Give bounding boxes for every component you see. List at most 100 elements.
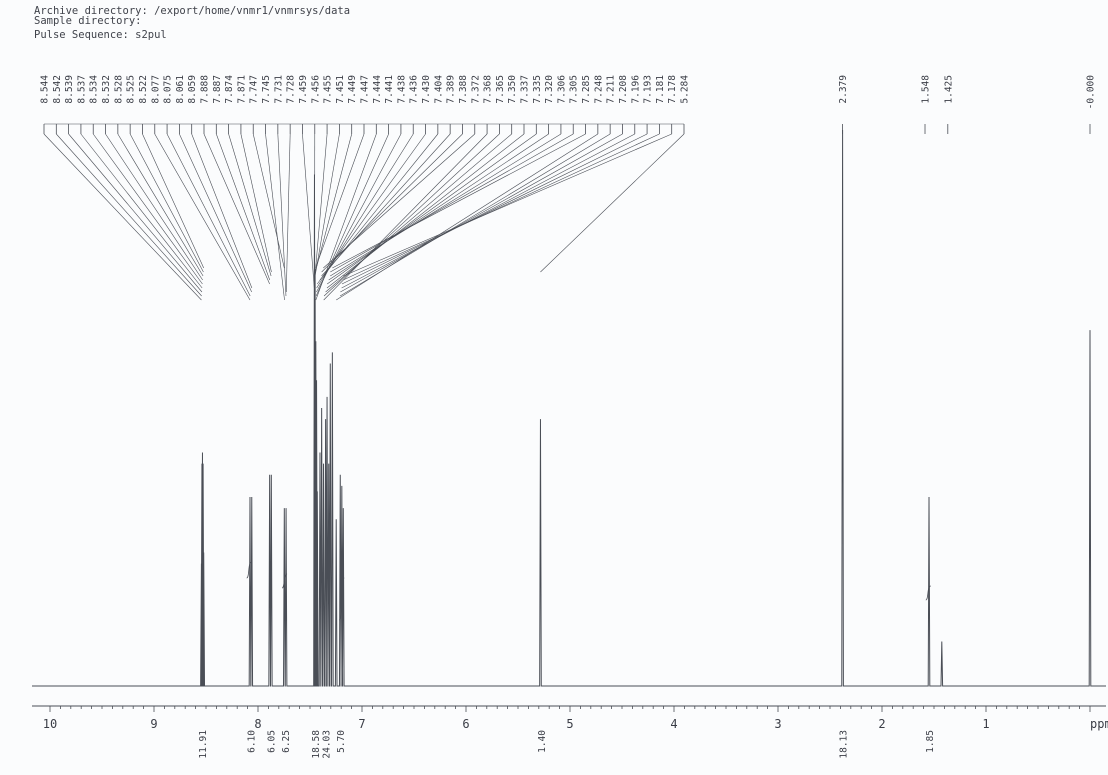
peak-label: 7.337 (520, 75, 531, 104)
peak-label: 7.438 (396, 75, 407, 104)
peak-label-connector (328, 133, 549, 281)
sample-directory: Sample directory: (34, 15, 142, 27)
integral-value: 6.25 (281, 730, 292, 753)
peak-label-connector (154, 133, 251, 301)
integral-value: 1.85 (925, 730, 936, 753)
x-tick-label: 10 (43, 717, 57, 731)
peak-label: 7.208 (618, 75, 629, 104)
peak-label: 8.542 (52, 75, 63, 104)
peak-label: 7.459 (298, 75, 309, 104)
peak-label: 8.532 (101, 75, 112, 104)
x-tick-label: 7 (358, 717, 365, 731)
peak-label-connector (228, 133, 272, 277)
peak-label-connector (105, 133, 203, 281)
peak-label-connector (265, 133, 285, 301)
integral-value: 11.91 (198, 730, 209, 759)
peak-label-connector (326, 133, 525, 289)
peak-label: 7.447 (360, 75, 371, 104)
peak-label: 7.404 (433, 75, 444, 104)
peak-label: 7.441 (384, 75, 395, 104)
integral-value: 5.70 (336, 730, 347, 753)
peak-label: 7.368 (483, 75, 494, 104)
x-tick-label: 1 (982, 717, 989, 731)
peak-label-connector (317, 133, 426, 285)
peak-label: 7.305 (569, 75, 580, 104)
peak-label: 7.193 (643, 75, 654, 104)
peak-label-connector (323, 133, 475, 269)
peak-label-connector (321, 133, 451, 277)
x-tick-label: 2 (878, 717, 885, 731)
peak-label-connector (343, 133, 672, 277)
peak-label: 8.525 (126, 75, 137, 104)
peak-label-connector (314, 133, 340, 277)
peak-label-connector (340, 133, 623, 293)
peak-label: 7.211 (606, 75, 617, 104)
integral-curve (281, 573, 288, 589)
peak-label-connector (203, 133, 270, 285)
peak-label: 5.284 (680, 75, 691, 104)
peak-label-connector (540, 133, 685, 273)
peak-label-connector (277, 133, 287, 297)
peak-label: 7.436 (409, 75, 420, 104)
peak-label-connector (179, 133, 252, 293)
peak-label-connector (117, 133, 204, 277)
peak-label: 8.522 (138, 75, 149, 104)
integral-value: 18.13 (838, 730, 849, 759)
archive-directory: Archive directory: /export/home/vnmr1/vn… (34, 5, 351, 17)
peak-label-connector (330, 133, 574, 273)
peak-label-connector (252, 133, 285, 269)
peak-label: 7.389 (446, 75, 457, 104)
x-tick-label: 8 (254, 717, 261, 731)
peak-label: 7.731 (273, 75, 284, 104)
peak-label: 8.534 (89, 75, 100, 104)
peak-label: 8.059 (187, 75, 198, 104)
peak-label: 7.456 (310, 75, 321, 104)
x-tick-label: 9 (150, 717, 157, 731)
peak-label: 1.425 (943, 75, 954, 104)
peak-label: 7.747 (249, 75, 260, 104)
peak-label: 7.335 (532, 75, 543, 104)
peak-label: 8.544 (40, 75, 51, 104)
peak-label: 7.196 (630, 75, 641, 104)
peak-label: 7.181 (655, 75, 666, 104)
peak-label: 7.306 (556, 75, 567, 104)
peak-label-connector (216, 133, 271, 281)
peak-label-connector (166, 133, 251, 297)
peak-label-connector (315, 133, 352, 273)
peak-label-connector (321, 133, 463, 273)
peak-label-connector (323, 133, 500, 297)
integral-curve (338, 577, 345, 621)
peak-label-connector (326, 133, 537, 285)
peak-label: 1.548 (921, 75, 932, 104)
peak-label: 8.077 (150, 75, 161, 104)
peak-label: 8.075 (163, 75, 174, 104)
peak-label-connector (191, 133, 253, 289)
integral-value: 1.40 (537, 730, 548, 753)
peak-label: 7.449 (347, 75, 358, 104)
integral-curve (246, 561, 252, 579)
peak-label-connector (56, 133, 202, 297)
integral-value: 6.05 (266, 730, 277, 753)
peak-label: 7.728 (286, 75, 297, 104)
peak-label: 7.455 (323, 75, 334, 104)
peak-label: 7.372 (470, 75, 481, 104)
x-tick-label: 5 (566, 717, 573, 731)
peak-label: 7.888 (200, 75, 211, 104)
peak-label: 7.178 (667, 75, 678, 104)
peak-label: 2.379 (838, 75, 849, 104)
peak-label-connector (80, 133, 203, 289)
peak-label-connector (68, 133, 203, 293)
peak-label-connector (323, 133, 488, 301)
peak-label: 8.537 (76, 75, 87, 104)
peak-label-connector (332, 133, 586, 269)
peak-label-connector (142, 133, 204, 269)
peak-label: 7.745 (261, 75, 272, 104)
peak-label: 7.248 (593, 75, 604, 104)
peak-label-connector (315, 133, 365, 269)
peak-label: 7.320 (544, 75, 555, 104)
peak-label: 7.430 (421, 75, 432, 104)
peak-label: -0.000 (1086, 75, 1097, 110)
peak-label-connector (343, 133, 660, 281)
peak-label-connector (341, 133, 648, 285)
